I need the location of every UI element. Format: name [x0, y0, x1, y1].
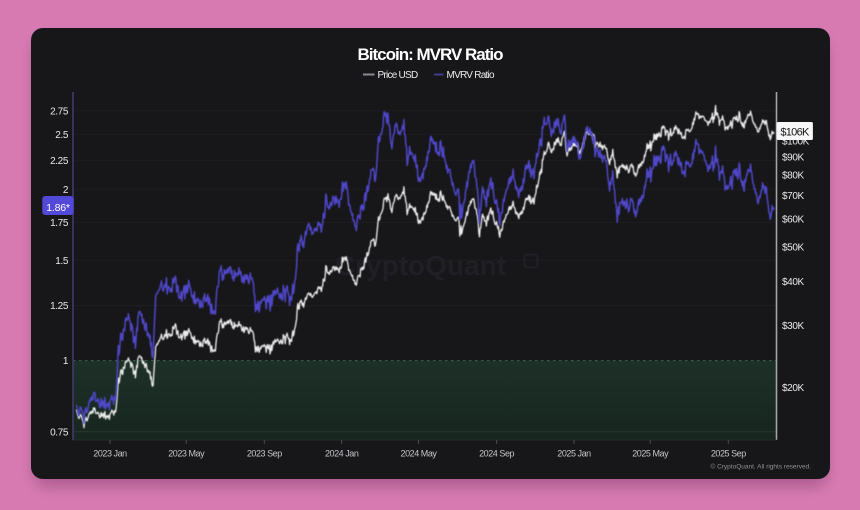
- svg-text:$100K: $100K: [782, 137, 810, 148]
- svg-text:2.75: 2.75: [50, 106, 69, 117]
- svg-text:2025 Sep: 2025 Sep: [711, 449, 746, 459]
- svg-text:2.5: 2.5: [55, 130, 69, 141]
- svg-text:1.75: 1.75: [50, 218, 69, 229]
- svg-text:2023 May: 2023 May: [168, 449, 205, 459]
- svg-text:2023 Jan: 2023 Jan: [93, 449, 127, 459]
- svg-text:1.5: 1.5: [55, 256, 69, 267]
- svg-text:$70K: $70K: [782, 191, 804, 202]
- svg-text:$90K: $90K: [782, 153, 804, 164]
- svg-text:2024 Sep: 2024 Sep: [479, 449, 514, 459]
- svg-text:1.25: 1.25: [50, 301, 69, 312]
- svg-text:$80K: $80K: [782, 171, 804, 182]
- svg-text:CryptoQuant: CryptoQuant: [335, 250, 506, 281]
- svg-text:2024 May: 2024 May: [401, 449, 438, 459]
- svg-text:$30K: $30K: [782, 321, 804, 332]
- svg-text:1.86*: 1.86*: [46, 202, 70, 214]
- svg-text:2: 2: [63, 185, 69, 196]
- svg-text:2025 May: 2025 May: [632, 449, 669, 459]
- svg-text:2023 Sep: 2023 Sep: [247, 449, 282, 459]
- svg-text:$106K: $106K: [780, 126, 810, 138]
- svg-text:$20K: $20K: [782, 383, 804, 394]
- svg-text:0.75: 0.75: [50, 427, 69, 438]
- svg-text:Price USD: Price USD: [378, 70, 418, 81]
- svg-text:$50K: $50K: [782, 243, 804, 254]
- svg-text:2025 Jan: 2025 Jan: [557, 449, 591, 459]
- svg-text:$60K: $60K: [782, 215, 804, 226]
- svg-text:2.25: 2.25: [50, 156, 69, 167]
- svg-text:MVRV Ratio: MVRV Ratio: [447, 70, 496, 81]
- svg-text:$40K: $40K: [782, 277, 804, 288]
- svg-text:1: 1: [63, 356, 69, 367]
- svg-text:2024 Jan: 2024 Jan: [325, 449, 359, 459]
- svg-text:Bitcoin: MVRV Ratio: Bitcoin: MVRV Ratio: [357, 45, 503, 64]
- svg-text:© CryptoQuant. All rights rese: © CryptoQuant. All rights reserved.: [710, 463, 811, 471]
